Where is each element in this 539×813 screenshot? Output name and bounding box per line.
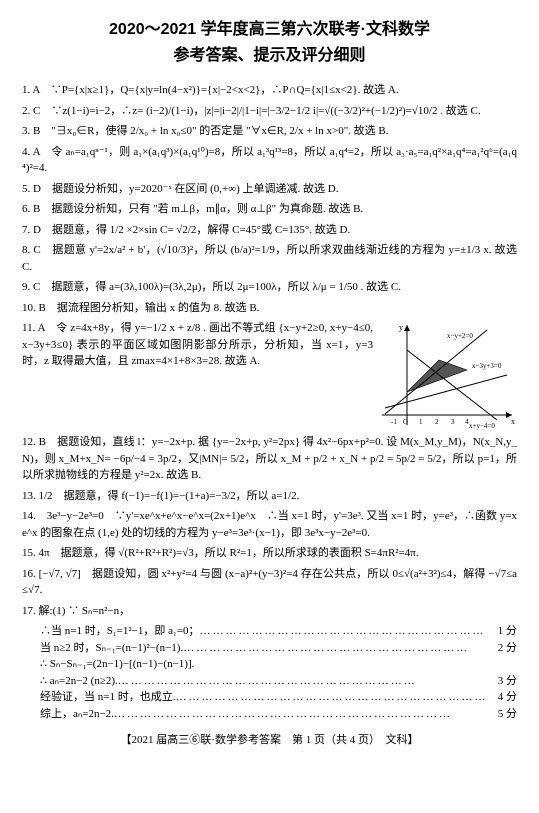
q1-num: 1. A xyxy=(22,84,40,96)
svg-text:4: 4 xyxy=(465,418,469,426)
q11-num: 11. A xyxy=(22,322,45,334)
q10: 10. B 据流程图分析知，输出 x 的值为 8. 故选 B. xyxy=(22,300,517,317)
line3-label: x+y−4=0 xyxy=(469,422,495,430)
dots: ………………………………………………………… xyxy=(183,640,494,657)
q1-text: ∵P={x|x≥1}，Q={x|y=ln(4−x²)}={x|−2<x<2}，∴… xyxy=(51,84,399,96)
q17-step-3-text: ∴ Sₙ−Sₙ₋₁=(2n−1)−[(n−1)−(n−1)]. xyxy=(40,658,194,670)
axis-y-label: y xyxy=(399,323,403,332)
q2: 2. C ∵z(1−i)=i−2，∴z= (i−2)/(1−i)，|z|=|i−… xyxy=(22,103,517,120)
q8: 8. C 据题意 y'=2x/a² + b'，(√10/3)²，所以 (b/a)… xyxy=(22,242,517,275)
q9-num: 9. C xyxy=(22,281,40,293)
q17-step-6-text: 综上，aₙ=2n−2. xyxy=(40,706,114,723)
q7: 7. D 据题意，得 1/2 ×2×sin C= √2/2，解得 C=45°或 … xyxy=(22,222,517,239)
svg-text:3: 3 xyxy=(451,418,455,426)
q17-num: 17. 解: xyxy=(22,605,53,617)
q10-num: 10. B xyxy=(22,302,46,314)
q17-step-6: 综上，aₙ=2n−2. …………………………………………………………………… 5… xyxy=(22,706,517,723)
q17-step-2-text: 当 n≥2 时，Sₙ₋₁=(n−1)²−(n−1). xyxy=(40,640,183,657)
q17-step-3: ∴ Sₙ−Sₙ₋₁=(2n−1)−[(n−1)−(n−1)]. xyxy=(22,656,517,673)
q4-num: 4. A xyxy=(22,146,40,158)
q12: 12. B 据题设知，直线 l：y=−2x+p. 据 {y=−2x+p, y²=… xyxy=(22,434,517,484)
line1-label: x−y+2=0 xyxy=(447,332,473,340)
q14: 14. 3e³−y−2e³=0 ∵y'=xe^x+e^x−e^x=(2x+1)e… xyxy=(22,508,517,541)
q15-text: 据题意，得 √(R²+R²+R²)=√3，所以 R²=1，所以所求球的表面积 S… xyxy=(61,547,419,559)
q17: 17. 解:(1) ∵ Sₙ=n²−n， xyxy=(22,603,517,620)
q15: 15. 4π 据题意，得 √(R²+R²+R²)=√3，所以 R²=1，所以所求… xyxy=(22,545,517,562)
q17-step-5: 经验证，当 n=1 时，也成立. ……………………………………………………………… xyxy=(22,689,517,706)
q17-step-4: ∴ aₙ=2n−2 (n≥2). ……………………………………………………………… xyxy=(22,673,517,690)
q13-num: 13. 1/2 xyxy=(22,490,53,502)
q7-text: 据题意，得 1/2 ×2×sin C= √2/2，解得 C=45°或 C=135… xyxy=(52,224,350,236)
q14-num: 14. xyxy=(22,510,36,522)
q9-text: 据题意，得 a=(3λ,100λ)=(3λ,2μ)，所以 2μ=100λ，所以 … xyxy=(51,281,401,293)
q13: 13. 1/2 据题意，得 f(−1)=−f(1)=−(1+a)=−3/2，所以… xyxy=(22,488,517,505)
q4: 4. A 令 aₙ=a₁qⁿ⁻¹，则 a₁×(a₁q³)×(a₁q¹⁰)=8，所… xyxy=(22,144,517,177)
svg-text:-1: -1 xyxy=(391,418,397,426)
q17-step-2: 当 n≥2 时，Sₙ₋₁=(n−1)²−(n−1). …………………………………… xyxy=(22,640,517,657)
svg-text:2: 2 xyxy=(435,418,439,426)
q6-text: 据题设分析知，只有 "若 m⊥β，m∥α，则 α⊥β" 为真命题. 故选 B. xyxy=(51,203,363,215)
dots: ……………………………………………………………… xyxy=(175,689,493,706)
q17-step-1: ∴当 n=1 时，S₁=1²−1，即 a₁=0； ………………………………………… xyxy=(22,623,517,640)
q12-num: 12. B xyxy=(22,436,46,448)
q17-step-5-text: 经验证，当 n=1 时，也成立. xyxy=(40,689,175,706)
svg-text:O: O xyxy=(403,418,408,426)
q6: 6. B 据题设分析知，只有 "若 m⊥β，m∥α，则 α⊥β" 为真命题. 故… xyxy=(22,201,517,218)
dots: …………………………………………………………………… xyxy=(114,706,494,723)
q5: 5. D 据题设分析知，y=2020⁻ˣ 在区间 (0,+∞) 上单调递减. 故… xyxy=(22,181,517,198)
q3-num: 3. B xyxy=(22,125,40,137)
q17-step-6-pts: 5 分 xyxy=(494,706,517,723)
q12-text: 据题设知，直线 l：y=−2x+p. 据 {y=−2x+p, y²=2px} 得… xyxy=(22,436,517,481)
q17-step-4-pts: 3 分 xyxy=(494,673,517,690)
page-footer: 【2021 届高三⑥联·数学参考答案 第 1 页（共 4 页） 文科】 xyxy=(22,732,517,749)
q17-text: (1) ∵ Sₙ=n²−n， xyxy=(53,605,131,617)
q3-text: "∃x₀∈R，使得 2/x₀ + ln x₀≤0" 的否定是 "∀x∈R, 2/… xyxy=(51,125,388,137)
q5-num: 5. D xyxy=(22,183,41,195)
q14-text: 3e³−y−2e³=0 ∵y'=xe^x+e^x−e^x=(2x+1)e^x ∴… xyxy=(22,510,517,539)
q10-text: 据流程图分析知，输出 x 的值为 8. 故选 B. xyxy=(57,302,260,314)
q11-text: 令 z=4x+8y，得 y=−1/2 x + z/8 . 画出不等式组 {x−y… xyxy=(22,322,373,367)
q17-step-5-pts: 4 分 xyxy=(494,689,517,706)
doc-subtitle: 参考答案、提示及评分细则 xyxy=(22,44,517,68)
q5-text: 据题设分析知，y=2020⁻ˣ 在区间 (0,+∞) 上单调递减. 故选 D. xyxy=(52,183,339,195)
q17-step-1-pts: 1 分 xyxy=(494,623,517,640)
q13-text: 据题意，得 f(−1)=−f(1)=−(1+a)=−3/2，所以 a=1/2. xyxy=(64,490,300,502)
feasible-region xyxy=(407,360,467,392)
q15-num: 15. 4π xyxy=(22,547,50,559)
dots: …………………………………………………………… xyxy=(118,673,494,690)
q17-step-2-pts: 2 分 xyxy=(494,640,517,657)
q6-num: 6. B xyxy=(22,203,40,215)
q9: 9. C 据题意，得 a=(3λ,100λ)=(3λ,2μ)，所以 2μ=100… xyxy=(22,279,517,296)
q2-text: ∵z(1−i)=i−2，∴z= (i−2)/(1−i)，|z|=|i−2|/|1… xyxy=(51,105,480,117)
page: 2020～2021 学年度高三第六次联考·文科数学 参考答案、提示及评分细则 1… xyxy=(0,0,539,759)
inequality-figure: x y x−y+2=0 x−3y+3=0 x+y−4=0 -1 O 1 2 3 … xyxy=(377,320,517,430)
q8-text: 据题意 y'=2x/a² + b'，(√10/3)²，所以 (b/a)²=1/9… xyxy=(22,244,517,273)
q16-num: 16. [−√7, √7] xyxy=(22,568,81,580)
q4-text: 令 aₙ=a₁qⁿ⁻¹，则 a₁×(a₁q³)×(a₁q¹⁰)=8，所以 a₁³… xyxy=(22,146,517,175)
line2-label: x−3y+3=0 xyxy=(472,362,502,370)
q16-text: 据题设知，圆 x²+y²=4 与圆 (x−a)²+(y−3)²=4 存在公共点，… xyxy=(22,568,517,597)
svg-text:1: 1 xyxy=(419,418,423,426)
q8-num: 8. C xyxy=(22,244,41,256)
doc-title: 2020～2021 学年度高三第六次联考·文科数学 xyxy=(22,18,517,42)
q3: 3. B "∃x₀∈R，使得 2/x₀ + ln x₀≤0" 的否定是 "∀x∈… xyxy=(22,123,517,140)
q16: 16. [−√7, √7] 据题设知，圆 x²+y²=4 与圆 (x−a)²+(… xyxy=(22,566,517,599)
q2-num: 2. C xyxy=(22,105,40,117)
q7-num: 7. D xyxy=(22,224,41,236)
q17-step-1-text: ∴当 n=1 时，S₁=1²−1，即 a₁=0； xyxy=(40,623,200,640)
q1: 1. A ∵P={x|x≥1}，Q={x|y=ln(4−x²)}={x|−2<x… xyxy=(22,82,517,99)
axis-x-label: x xyxy=(511,417,515,426)
q11-block: x y x−y+2=0 x−3y+3=0 x+y−4=0 -1 O 1 2 3 … xyxy=(22,320,517,434)
q17-step-4-text: ∴ aₙ=2n−2 (n≥2). xyxy=(40,673,118,690)
dots: ………………………………………………………… xyxy=(200,623,494,640)
